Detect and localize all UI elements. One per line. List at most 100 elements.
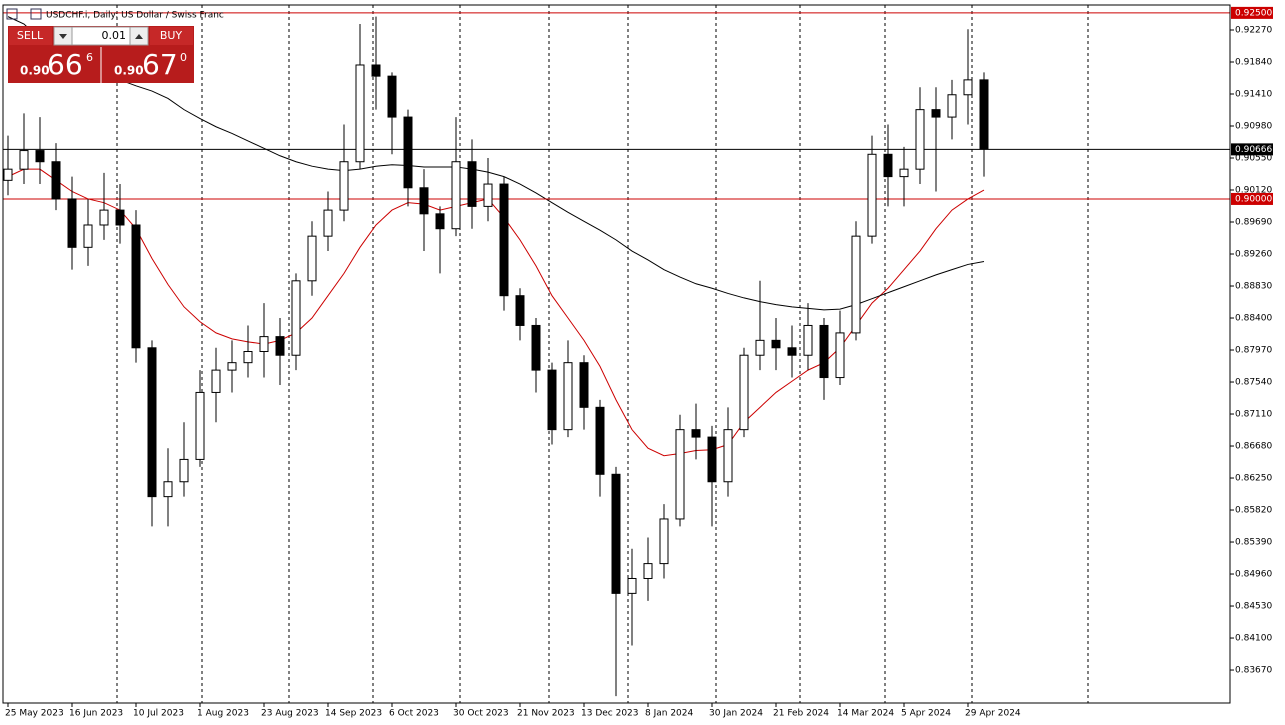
plot bbox=[3, 12, 1230, 697]
price-level-label: 0.92500 bbox=[1235, 8, 1272, 18]
plot-frame bbox=[2, 4, 1231, 704]
volume-value[interactable]: 0.01 bbox=[102, 29, 127, 42]
y-tick-label: 0.84530 bbox=[1235, 602, 1272, 612]
candle-body bbox=[67, 198, 77, 248]
candle-body bbox=[547, 369, 557, 431]
candle-body bbox=[163, 481, 173, 498]
candle-body bbox=[867, 153, 877, 237]
icon bbox=[6, 8, 18, 20]
candle-body bbox=[19, 150, 29, 170]
price-level-tag bbox=[1231, 143, 1273, 156]
candle-body bbox=[819, 324, 829, 379]
candle-body bbox=[211, 369, 221, 393]
x-tick-label: 8 Jan 2024 bbox=[645, 709, 693, 719]
y-tick-label: 0.89260 bbox=[1235, 250, 1272, 260]
chart-title: USDCHF.i, Daily: US Dollar / Swiss Franc bbox=[46, 11, 224, 21]
buy-button[interactable] bbox=[150, 27, 193, 45]
y-tick-label: 0.89690 bbox=[1235, 218, 1272, 228]
x-tick-label: 13 Dec 2023 bbox=[581, 709, 639, 719]
y-tick-label: 0.92270 bbox=[1235, 26, 1272, 36]
buy-label[interactable]: BUY bbox=[160, 29, 183, 42]
y-tick-label: 0.90980 bbox=[1235, 122, 1272, 132]
x-tick-label: 21 Feb 2024 bbox=[773, 709, 829, 719]
candle-body bbox=[963, 79, 973, 96]
candle-body bbox=[883, 153, 893, 178]
candle-body bbox=[611, 473, 621, 594]
y-tick-label: 0.85820 bbox=[1235, 506, 1272, 516]
candle-body bbox=[339, 161, 349, 211]
candle-body bbox=[435, 213, 445, 230]
trade-panel: SELL 0.01 BUY 0.90 66 6 0.90 67 0 bbox=[8, 26, 194, 83]
candle-body bbox=[259, 336, 269, 353]
candle-body bbox=[147, 347, 157, 498]
candle-body bbox=[723, 429, 733, 483]
candle-body bbox=[675, 429, 685, 520]
y-tick-label: 0.84100 bbox=[1235, 634, 1272, 644]
buy-small[interactable]: 0 bbox=[180, 51, 187, 64]
candle-body bbox=[627, 577, 637, 594]
candle-body bbox=[979, 79, 989, 150]
price-level-tag bbox=[1231, 6, 1273, 19]
candle-body bbox=[467, 161, 477, 207]
grid bbox=[116, 5, 1089, 703]
x-tick-label: 23 Aug 2023 bbox=[261, 709, 319, 719]
candle-body bbox=[323, 209, 333, 237]
arrow-icon bbox=[59, 34, 67, 39]
buy-big[interactable]: 67 bbox=[142, 48, 178, 81]
y-tick-label: 0.87110 bbox=[1235, 410, 1272, 420]
candle-body bbox=[915, 109, 925, 170]
candle-body bbox=[643, 563, 653, 579]
sell-prefix[interactable]: 0.90 bbox=[20, 64, 50, 78]
candle-body bbox=[419, 187, 429, 215]
candle-body bbox=[179, 458, 189, 483]
candle-body bbox=[291, 280, 301, 356]
x-tick-label: 30 Jan 2024 bbox=[709, 709, 763, 719]
candle-body bbox=[403, 116, 413, 189]
y-tick-label: 0.85390 bbox=[1235, 538, 1272, 548]
candle-body bbox=[595, 406, 605, 475]
sell-big[interactable]: 66 bbox=[47, 48, 83, 81]
moving-average bbox=[7, 16, 985, 311]
y-tick-label: 0.86250 bbox=[1235, 474, 1272, 484]
candle-body bbox=[563, 362, 573, 431]
candle-body bbox=[707, 436, 717, 483]
price-level-label: 0.90666 bbox=[1235, 145, 1272, 155]
icon bbox=[30, 8, 42, 20]
candle-body bbox=[515, 295, 525, 326]
sell-button[interactable] bbox=[9, 27, 52, 45]
sell-small[interactable]: 6 bbox=[86, 51, 93, 64]
candle-body bbox=[803, 324, 813, 356]
x-tick-label: 1 Aug 2023 bbox=[197, 709, 249, 719]
candle-body bbox=[355, 64, 365, 163]
x-tick-label: 5 Apr 2024 bbox=[901, 709, 951, 719]
candle-body bbox=[83, 224, 93, 248]
candle-body bbox=[195, 391, 205, 460]
y-tick-label: 0.87540 bbox=[1235, 378, 1272, 388]
candle-body bbox=[115, 209, 125, 226]
candle-body bbox=[691, 429, 701, 438]
candle-body bbox=[35, 150, 45, 163]
y-tick-label: 0.91840 bbox=[1235, 58, 1272, 68]
candle-body bbox=[243, 351, 253, 364]
candle-body bbox=[579, 362, 589, 408]
x-tick-label: 6 Oct 2023 bbox=[389, 709, 439, 719]
y-tick-label: 0.84960 bbox=[1235, 570, 1272, 580]
x-tick-label: 14 Mar 2024 bbox=[837, 709, 894, 719]
x-tick-label: 10 Jul 2023 bbox=[133, 709, 184, 719]
x-tick-label: 29 Apr 2024 bbox=[965, 709, 1021, 719]
sell-label[interactable]: SELL bbox=[17, 29, 44, 42]
candle-body bbox=[499, 183, 509, 297]
candle-body bbox=[931, 109, 941, 118]
candle-body bbox=[3, 168, 13, 181]
candle-body bbox=[851, 235, 861, 334]
candle-body bbox=[771, 339, 781, 349]
candle-body bbox=[99, 209, 109, 226]
buy-prefix[interactable]: 0.90 bbox=[114, 64, 144, 78]
arrow-icon bbox=[135, 34, 143, 39]
y-tick-label: 0.91410 bbox=[1235, 90, 1272, 100]
candle-body bbox=[275, 336, 285, 356]
y-tick-label: 0.83670 bbox=[1235, 666, 1272, 676]
x-tick-label: 30 Oct 2023 bbox=[453, 709, 509, 719]
y-tick-label: 0.88400 bbox=[1235, 314, 1272, 324]
